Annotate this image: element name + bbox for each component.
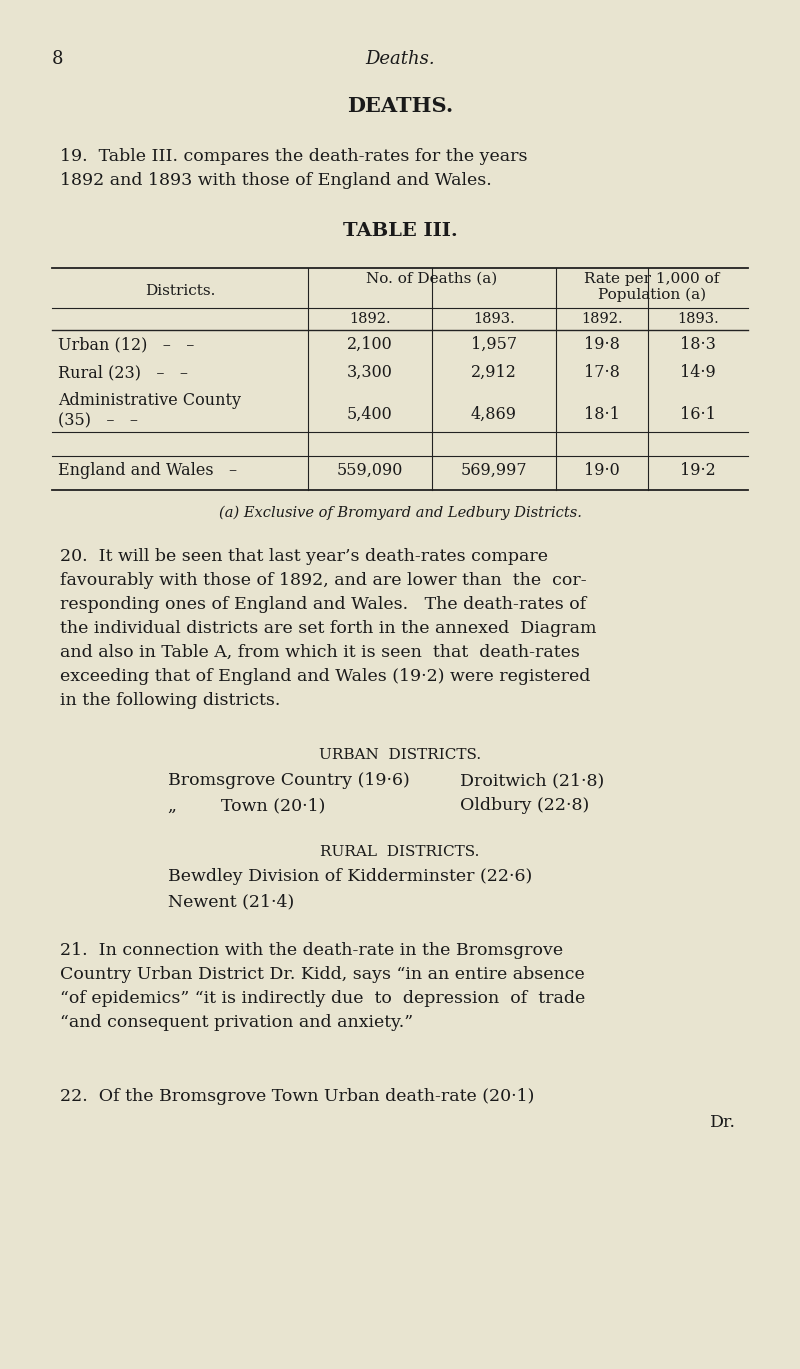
Text: (35)   –   –: (35) – – [58, 412, 138, 428]
Text: responding ones of England and Wales.   The death-rates of: responding ones of England and Wales. Th… [60, 596, 586, 613]
Text: 8: 8 [52, 51, 63, 68]
Text: 19·2: 19·2 [680, 461, 716, 479]
Text: Deaths.: Deaths. [365, 51, 435, 68]
Text: 3,300: 3,300 [347, 364, 393, 381]
Text: Rate per 1,000 of: Rate per 1,000 of [584, 272, 720, 286]
Text: RURAL  DISTRICTS.: RURAL DISTRICTS. [320, 845, 480, 858]
Text: “of epidemics” “it is indirectly due  to  depression  of  trade: “of epidemics” “it is indirectly due to … [60, 990, 586, 1008]
Text: 1892 and 1893 with those of England and Wales.: 1892 and 1893 with those of England and … [60, 172, 492, 189]
Text: Newent (21·4): Newent (21·4) [168, 893, 294, 910]
Text: 14·9: 14·9 [680, 364, 716, 381]
Text: 559,090: 559,090 [337, 461, 403, 479]
Text: 19·8: 19·8 [584, 335, 620, 353]
Text: 2,100: 2,100 [347, 335, 393, 353]
Text: 1893.: 1893. [677, 312, 719, 326]
Text: Country Urban District Dr. Kidd, says “in an entire absence: Country Urban District Dr. Kidd, says “i… [60, 967, 585, 983]
Text: 18·3: 18·3 [680, 335, 716, 353]
Text: in the following districts.: in the following districts. [60, 691, 280, 709]
Text: Urban (12)   –   –: Urban (12) – – [58, 335, 194, 353]
Text: favourably with those of 1892, and are lower than  the  cor-: favourably with those of 1892, and are l… [60, 572, 586, 589]
Text: URBAN  DISTRICTS.: URBAN DISTRICTS. [319, 747, 481, 763]
Text: 1,957: 1,957 [471, 335, 517, 353]
Text: 1892.: 1892. [581, 312, 623, 326]
Text: 21.  In connection with the death-rate in the Bromsgrove: 21. In connection with the death-rate in… [60, 942, 563, 960]
Text: Droitwich (21·8): Droitwich (21·8) [460, 772, 604, 789]
Text: Administrative County: Administrative County [58, 392, 241, 409]
Text: 22.  Of the Bromsgrove Town Urban death-rate (20·1): 22. Of the Bromsgrove Town Urban death-r… [60, 1088, 534, 1105]
Text: and also in Table A, from which it is seen  that  death-rates: and also in Table A, from which it is se… [60, 643, 580, 661]
Text: Districts.: Districts. [145, 283, 215, 298]
Text: Bewdley Division of Kidderminster (22·6): Bewdley Division of Kidderminster (22·6) [168, 868, 532, 884]
Text: 1893.: 1893. [473, 312, 515, 326]
Text: Bromsgrove Country (19·6): Bromsgrove Country (19·6) [168, 772, 410, 789]
Text: the individual districts are set forth in the annexed  Diagram: the individual districts are set forth i… [60, 620, 597, 637]
Text: England and Wales   –: England and Wales – [58, 461, 237, 479]
Text: 4,869: 4,869 [471, 407, 517, 423]
Text: „        Town (20·1): „ Town (20·1) [168, 797, 326, 815]
Text: 19.  Table III. compares the death-rates for the years: 19. Table III. compares the death-rates … [60, 148, 527, 166]
Text: Oldbury (22·8): Oldbury (22·8) [460, 797, 590, 815]
Text: 2,912: 2,912 [471, 364, 517, 381]
Text: Rural (23)   –   –: Rural (23) – – [58, 364, 188, 381]
Text: Population (a): Population (a) [598, 287, 706, 303]
Text: Dr.: Dr. [710, 1114, 736, 1131]
Text: (a) Exclusive of Bromyard and Ledbury Districts.: (a) Exclusive of Bromyard and Ledbury Di… [218, 507, 582, 520]
Text: 5,400: 5,400 [347, 407, 393, 423]
Text: 17·8: 17·8 [584, 364, 620, 381]
Text: 1892.: 1892. [349, 312, 391, 326]
Text: 16·1: 16·1 [680, 407, 716, 423]
Text: 18·1: 18·1 [584, 407, 620, 423]
Text: 20.  It will be seen that last year’s death-rates compare: 20. It will be seen that last year’s dea… [60, 548, 548, 565]
Text: No. of Deaths (a): No. of Deaths (a) [366, 272, 498, 286]
Text: 569,997: 569,997 [461, 461, 527, 479]
Text: exceeding that of England and Wales (19·2) were registered: exceeding that of England and Wales (19·… [60, 668, 590, 684]
Text: TABLE III.: TABLE III. [342, 222, 458, 240]
Text: “and consequent privation and anxiety.”: “and consequent privation and anxiety.” [60, 1014, 413, 1031]
Text: DEATHS.: DEATHS. [347, 96, 453, 116]
Text: 19·0: 19·0 [584, 461, 620, 479]
